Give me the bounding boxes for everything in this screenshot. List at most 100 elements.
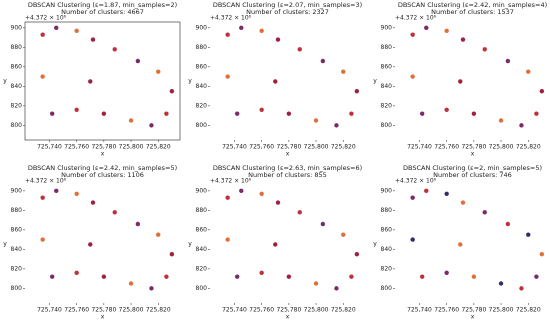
point (273, 242, 278, 247)
chart-title: DBSCAN Clustering (ε=2.42, min_samples=5… (28, 164, 177, 172)
y-tick-label: 820 (196, 102, 208, 109)
point (164, 111, 169, 116)
axes-frame (24, 21, 181, 141)
x-tick-label: 725,800 (119, 144, 144, 151)
point (424, 25, 429, 31)
x-tick-label: 725,820 (331, 307, 356, 314)
y-tick-label: 880 (381, 207, 393, 214)
y-tick-label: 860 (11, 226, 23, 233)
point (334, 123, 339, 128)
x-axis-label: x (101, 314, 105, 321)
point (275, 200, 281, 205)
chart-title: DBSCAN Clustering (ε=1.87, min_samples=2… (28, 1, 177, 9)
x-axis-label: x (286, 314, 290, 321)
y-axis-label: y (188, 78, 192, 85)
x-tick-label: 725,800 (489, 144, 514, 151)
point (101, 274, 107, 279)
point (286, 111, 292, 116)
point (482, 210, 487, 215)
point (460, 200, 466, 205)
point (259, 107, 264, 112)
chart-title: DBSCAN Clustering (ε=2.42, min_samples=4… (398, 1, 547, 9)
x-tick-label: 725,760 (249, 144, 274, 151)
y-tick-label: 900 (381, 24, 393, 31)
chart-subtitle: Number of clusters: 746 (433, 171, 512, 179)
point (259, 28, 264, 33)
y-tick-label: 820 (11, 102, 23, 109)
chart-subtitle: Number of clusters: 4667 (61, 8, 144, 16)
point (88, 79, 93, 84)
point (128, 281, 134, 286)
y-tick-label: 800 (11, 122, 23, 129)
chart-title: DBSCAN Clustering (ε=2, min_samples=5) (403, 164, 542, 172)
panel: DBSCAN Clustering (ε=2.42, min_samples=4… (373, 1, 547, 158)
panel: DBSCAN Clustering (ε=2.42, min_samples=5… (3, 164, 177, 321)
y-tick-label: 880 (11, 207, 23, 214)
point (444, 191, 449, 196)
point (225, 237, 230, 242)
point (471, 111, 477, 116)
point (54, 25, 59, 31)
point (349, 274, 354, 279)
point (169, 89, 175, 94)
point (259, 270, 264, 275)
point (341, 69, 346, 74)
point (505, 58, 511, 64)
point (444, 107, 449, 112)
x-axis-label: x (471, 151, 475, 158)
point (54, 188, 59, 194)
point (275, 37, 281, 42)
point (74, 28, 79, 33)
point (458, 79, 463, 84)
point (419, 111, 425, 116)
x-tick-label: 725,760 (64, 144, 89, 151)
x-tick-label: 725,740 (222, 144, 247, 151)
y-axis-label: y (3, 241, 7, 248)
point (112, 210, 117, 215)
y-tick-label: 840 (11, 246, 23, 253)
point (128, 118, 134, 123)
point (40, 74, 45, 79)
point (149, 286, 154, 291)
y-tick-label: 840 (381, 83, 393, 90)
y-tick-label: 840 (196, 83, 208, 90)
panel: DBSCAN Clustering (ε=2.63, min_samples=6… (188, 164, 362, 321)
chart-subtitle: Number of clusters: 2327 (246, 8, 329, 16)
y-tick-label: 860 (381, 63, 393, 70)
point (534, 274, 539, 279)
point (354, 252, 360, 257)
point (354, 89, 360, 94)
point (410, 195, 415, 200)
point (460, 37, 466, 42)
y-tick-label: 800 (381, 122, 393, 129)
x-tick-label: 725,760 (434, 307, 459, 314)
point (349, 111, 354, 116)
y-tick-label: 820 (381, 102, 393, 109)
point (225, 195, 230, 200)
point (286, 274, 292, 279)
x-axis-label: x (471, 314, 475, 321)
panel: DBSCAN Clustering (ε=2, min_samples=5)Nu… (373, 164, 545, 321)
y-tick-label: 840 (196, 246, 208, 253)
point (90, 37, 96, 42)
y-axis-label: y (3, 78, 7, 85)
x-tick-label: 725,780 (276, 307, 301, 314)
point (482, 47, 487, 52)
point (519, 286, 524, 291)
x-tick-label: 725,780 (276, 144, 301, 151)
y-tick-label: 820 (196, 265, 208, 272)
chart-title: DBSCAN Clustering (ε=2.07, min_samples=3… (213, 1, 362, 9)
y-tick-label: 800 (196, 122, 208, 129)
point (519, 123, 524, 128)
y-tick-label: 860 (381, 226, 393, 233)
y-axis-label: y (373, 241, 377, 248)
x-tick-label: 725,820 (516, 307, 541, 314)
point (225, 32, 230, 37)
point (458, 242, 463, 247)
x-tick-label: 725,800 (119, 307, 144, 314)
point (313, 118, 319, 123)
x-tick-label: 725,740 (37, 144, 62, 151)
offset-text: +4.372 × 10⁶ (25, 178, 67, 185)
panel: DBSCAN Clustering (ε=2.07, min_samples=3… (188, 1, 362, 158)
